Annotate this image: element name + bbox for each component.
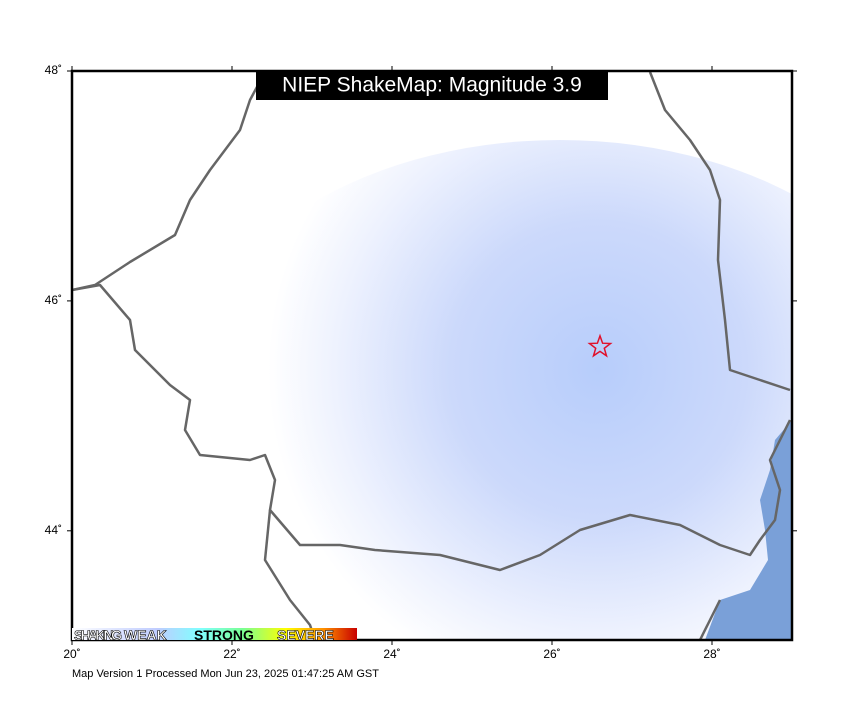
x-tick-label: 20˚	[63, 647, 80, 661]
x-tick-label: 24˚	[383, 647, 400, 661]
border	[72, 71, 267, 292]
legend-label: WEAK	[124, 627, 167, 643]
title-box	[256, 72, 608, 100]
legend-label: STRONG	[194, 627, 254, 643]
y-tick-label: 44˚	[45, 523, 62, 537]
x-tick-label: 22˚	[223, 647, 240, 661]
x-tick-label: 26˚	[543, 647, 560, 661]
shaking-field	[180, 140, 792, 640]
y-tick-label: 48˚	[45, 63, 62, 77]
frame	[70, 69, 794, 642]
epicenter	[587, 333, 613, 358]
sea	[705, 420, 792, 640]
legend-label: SEVERE	[277, 627, 334, 643]
map-area	[72, 71, 792, 640]
legend-bar	[72, 628, 357, 640]
border	[698, 599, 722, 640]
x-tick-label: 28˚	[703, 647, 720, 661]
y-tick-label: 46˚	[45, 293, 62, 307]
border	[648, 71, 791, 392]
legend-label: SHAKING	[74, 627, 122, 643]
border	[72, 283, 792, 572]
title: NIEP ShakeMap: Magnitude 3.9	[282, 74, 582, 97]
footer: Map Version 1 Processed Mon Jun 23, 2025…	[72, 668, 379, 680]
